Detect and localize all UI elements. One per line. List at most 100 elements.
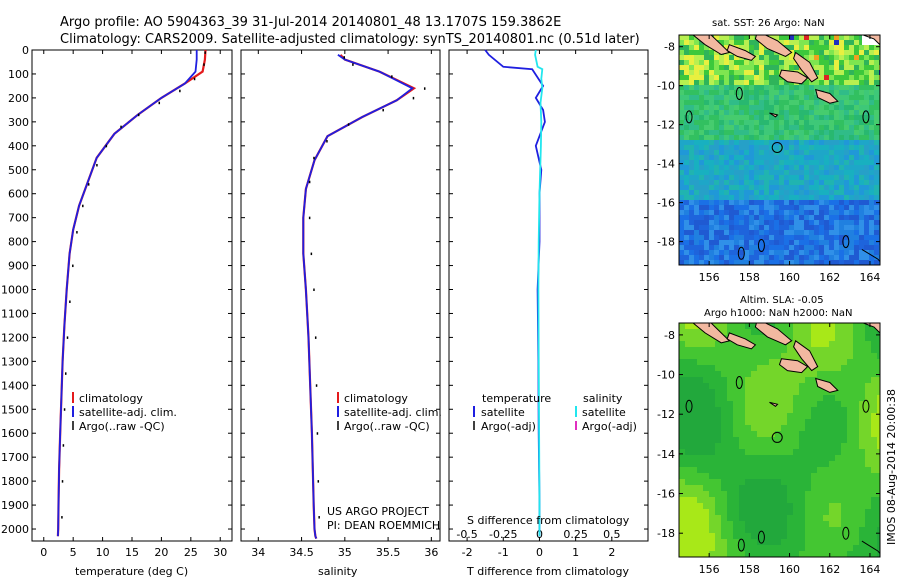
x-tick-label: 34.5 — [289, 546, 314, 559]
temperature-series — [56, 49, 207, 537]
temperature-panel-frame — [31, 49, 233, 542]
x-tick-label: 15 — [125, 546, 139, 559]
s-tick-label: 0.25 — [563, 528, 588, 541]
map-lat-label: -16 — [657, 197, 675, 210]
legend-label: satellite — [582, 406, 626, 419]
map-lat-label: -8 — [664, 41, 675, 54]
legend-label: climatology — [344, 392, 408, 405]
salinity-xlabel: salinity — [318, 565, 358, 578]
t-difference-xlabel: T difference from climatology — [466, 565, 629, 578]
depth-tick-label: 1500 — [1, 403, 29, 416]
legend-heading-temperature: temperature — [482, 392, 551, 405]
x-tick-label: 30 — [213, 546, 227, 559]
difference-panel-frame — [448, 49, 649, 542]
depth-tick-label: 900 — [8, 260, 29, 273]
argo-point — [137, 113, 140, 117]
sst-map-title: sat. SST: 26 Argo: NaN — [712, 18, 825, 29]
depth-tick-label: 800 — [8, 236, 29, 249]
depth-tick-label: 600 — [8, 188, 29, 201]
argo-point — [193, 77, 196, 81]
depth-tick-label: 1800 — [1, 475, 29, 488]
sst-map-axes: 156 158 160 162 164 -8 -10 -12 -14 -16 -18 — [657, 35, 880, 284]
map-lon-label: 162 — [819, 563, 840, 576]
island — [754, 323, 793, 346]
s-tick-label: -0.5 — [456, 528, 477, 541]
reef-outline — [735, 375, 743, 389]
x-tick-label: 20 — [154, 546, 168, 559]
legend-label: climatology — [79, 392, 143, 405]
depth-tick-label: 300 — [8, 116, 29, 129]
reef-outline — [737, 538, 745, 552]
sla-map-axes: 156 158 160 162 164 -8 -10 -12 -14 -16 -18 — [657, 323, 880, 576]
argo-point — [96, 163, 98, 167]
reef-outline — [842, 235, 850, 249]
map-lat-label: -10 — [657, 369, 675, 382]
map-lat-label: -14 — [657, 158, 675, 171]
sla-map-title-line1: Altim. SLA: -0.05 — [740, 295, 824, 306]
island — [861, 35, 880, 46]
argo-point — [179, 89, 181, 93]
x-tick-label: -2 — [462, 546, 473, 559]
depth-tick-label: 1900 — [1, 499, 29, 512]
series-line-satellite-adj-clim- — [57, 50, 198, 537]
legend-label: Argo(..raw -QC) — [79, 420, 165, 433]
island — [793, 339, 819, 372]
credit-line2: PI: DEAN ROEMMICH — [327, 519, 440, 532]
difference-legend: temperature satellite Argo(-adj) salinit… — [473, 392, 637, 433]
series-line-climatology — [302, 54, 417, 539]
argo-point — [318, 516, 320, 519]
island — [769, 401, 779, 407]
depth-tick-label: 700 — [8, 212, 29, 225]
series-line-satellite-adj-clim- — [302, 54, 414, 539]
argo-point — [82, 204, 84, 208]
argo-point — [412, 96, 415, 100]
legend-label: Argo(-adj) — [481, 420, 536, 433]
series-line-s-satellite — [534, 49, 544, 537]
argo-point — [61, 516, 63, 519]
argo-point — [63, 408, 66, 411]
x-tick-label: -1 — [498, 546, 509, 559]
x-tick-label: 0 — [536, 546, 543, 559]
argo-point — [72, 264, 74, 268]
temperature-xlabel: temperature (deg C) — [75, 565, 188, 578]
argo-point — [423, 87, 426, 90]
argo-point — [69, 300, 71, 303]
depth-tick-label: 1600 — [1, 427, 29, 440]
x-tick-label: 1 — [572, 546, 579, 559]
map-lon-label: 158 — [739, 271, 760, 284]
depth-tick-label: 1300 — [1, 355, 29, 368]
island — [754, 35, 793, 57]
map-lon-label: 158 — [739, 563, 760, 576]
depth-tick-label: 1400 — [1, 379, 29, 392]
map-lat-label: -18 — [657, 527, 675, 540]
series-line-climatology — [56, 49, 207, 537]
reef-outline — [862, 110, 870, 124]
reef-outline — [735, 86, 743, 100]
legend-label: satellite — [481, 406, 525, 419]
argo-point — [314, 336, 317, 339]
map-lon-label: 156 — [699, 271, 720, 284]
island — [778, 358, 809, 374]
island — [815, 377, 839, 393]
map-lat-label: -14 — [657, 448, 675, 461]
argo-point — [203, 63, 205, 66]
depth-tick-label: 200 — [8, 92, 29, 105]
x-tick-label: 2 — [608, 546, 615, 559]
legend-label: Argo(..raw -QC) — [344, 420, 430, 433]
x-tick-label: 5 — [70, 546, 77, 559]
argo-point — [352, 63, 354, 66]
figure-title-line2: Climatology: CARS2009. Satellite-adjuste… — [60, 32, 640, 47]
reef-outline — [737, 246, 745, 260]
series-line-t-satellite — [484, 49, 546, 537]
temperature-x-axis: 0 5 10 15 20 25 30 — [40, 50, 227, 559]
map-lon-label: 160 — [779, 563, 800, 576]
argo-point — [343, 56, 345, 59]
argo-point — [313, 156, 315, 160]
argo-point — [87, 183, 90, 186]
salinity-series — [302, 54, 426, 539]
x-tick-label: 35 — [338, 546, 352, 559]
timestamp-stamp: IMOS 08-Aug-2014 20:00:38 — [885, 389, 898, 545]
sst-map-coastlines — [685, 35, 880, 263]
map-lat-label: -16 — [657, 488, 675, 501]
